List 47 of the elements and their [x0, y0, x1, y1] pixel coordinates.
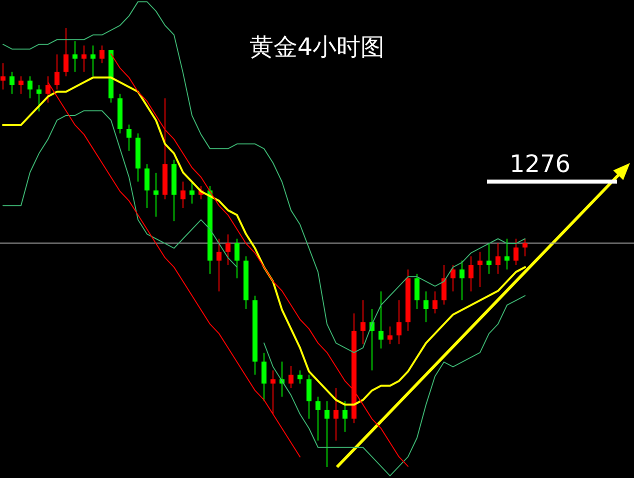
- candlestick: [450, 264, 456, 292]
- candlestick: [306, 374, 312, 420]
- candlestick: [100, 45, 104, 64]
- candlestick: [388, 326, 392, 345]
- candlestick: [504, 238, 510, 270]
- candlestick: [36, 84, 42, 112]
- candlestick: [478, 251, 482, 288]
- candlestick: [468, 256, 474, 292]
- candlestick: [288, 366, 294, 388]
- candlestick: [486, 242, 492, 274]
- candlestick: [334, 387, 338, 442]
- candlestick: [262, 352, 266, 402]
- candlestick: [144, 164, 150, 208]
- candlestick: [522, 238, 528, 257]
- candlestick: [0, 62, 6, 90]
- candlestick: [90, 45, 96, 77]
- candlestick: [432, 290, 438, 314]
- candlestick: [226, 234, 230, 266]
- candlestick: [10, 71, 14, 94]
- chart-title: 黄金4小时图: [249, 33, 385, 61]
- candlestick: [72, 40, 78, 72]
- candlestick: [514, 238, 518, 266]
- candlestick: [424, 290, 428, 323]
- candlestick: [324, 400, 330, 468]
- candlestick: [270, 370, 276, 415]
- candlestick: [18, 76, 24, 94]
- candlestick: [54, 54, 60, 90]
- candlestick: [342, 400, 348, 432]
- candlestick: [360, 300, 366, 345]
- candlestick: [180, 181, 186, 208]
- candlestick: [154, 172, 158, 218]
- candlestick: [64, 28, 68, 77]
- candlestick: [442, 264, 446, 306]
- candlestick: [378, 290, 384, 349]
- candlestick: [496, 242, 500, 274]
- candlestick: [216, 238, 222, 292]
- candlestick: [234, 238, 240, 279]
- candlestick: [298, 370, 302, 384]
- candlestick: [190, 181, 194, 204]
- candlestick: [460, 260, 464, 301]
- candlestick: [28, 76, 32, 99]
- candlestick: [414, 273, 420, 310]
- candlestick: [82, 45, 86, 72]
- annotation: 1276: [509, 150, 571, 178]
- candlestick: [126, 124, 132, 152]
- candlestick: [316, 396, 320, 442]
- candlestick: [396, 300, 402, 345]
